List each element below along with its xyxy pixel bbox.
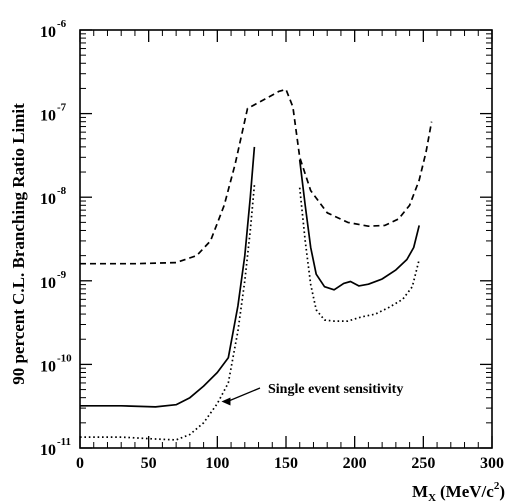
series-line-dotted xyxy=(298,187,421,322)
y-tick-label: 10-9 xyxy=(40,269,67,292)
annotation-arrow-line xyxy=(227,387,261,403)
y-tick-label: 10-8 xyxy=(40,185,67,208)
x-axis-title-sup: 2 xyxy=(494,480,500,492)
y-tick-label: 10-11 xyxy=(40,436,71,459)
x-tick-label: 200 xyxy=(343,455,367,472)
plot-frame xyxy=(79,29,493,449)
x-tick-label: 100 xyxy=(205,455,229,472)
x-tick-labels: 0 50 100 150 200 250 300 xyxy=(76,455,504,472)
x-axis-title: MX (MeV/c2) xyxy=(412,480,505,504)
series-line-dashed xyxy=(80,88,433,265)
minor-ticks xyxy=(80,30,492,448)
y-tick-label: 10-7 xyxy=(40,102,67,125)
series-layer xyxy=(80,88,433,441)
x-tick-label: 250 xyxy=(411,455,435,472)
x-axis-title-close: ) xyxy=(499,482,505,501)
annotation-arrow-head xyxy=(221,397,231,406)
y-axis-title: 90 percent C.L. Branching Ratio Limit xyxy=(9,103,28,385)
y-tick-label: 10-10 xyxy=(40,352,72,375)
y-tick-labels: 10-11 10-10 10-9 10-8 10-7 10-6 xyxy=(40,18,72,459)
x-tick-label: 300 xyxy=(480,455,504,472)
x-axis-title-main: M xyxy=(412,482,428,501)
annotation: Single event sensitivity xyxy=(221,382,403,406)
series-line-dotted xyxy=(80,184,256,441)
x-axis-title-unit: (MeV/c xyxy=(440,482,494,501)
x-tick-label: 50 xyxy=(141,455,157,472)
y-tick-label: 10-6 xyxy=(40,18,67,41)
x-tick-label: 150 xyxy=(274,455,298,472)
annotation-text: Single event sensitivity xyxy=(268,382,403,397)
x-axis-title-sub: X xyxy=(428,492,436,504)
x-tick-label: 0 xyxy=(76,455,84,472)
series-line-solid xyxy=(298,159,421,291)
series-line-solid xyxy=(80,146,256,408)
